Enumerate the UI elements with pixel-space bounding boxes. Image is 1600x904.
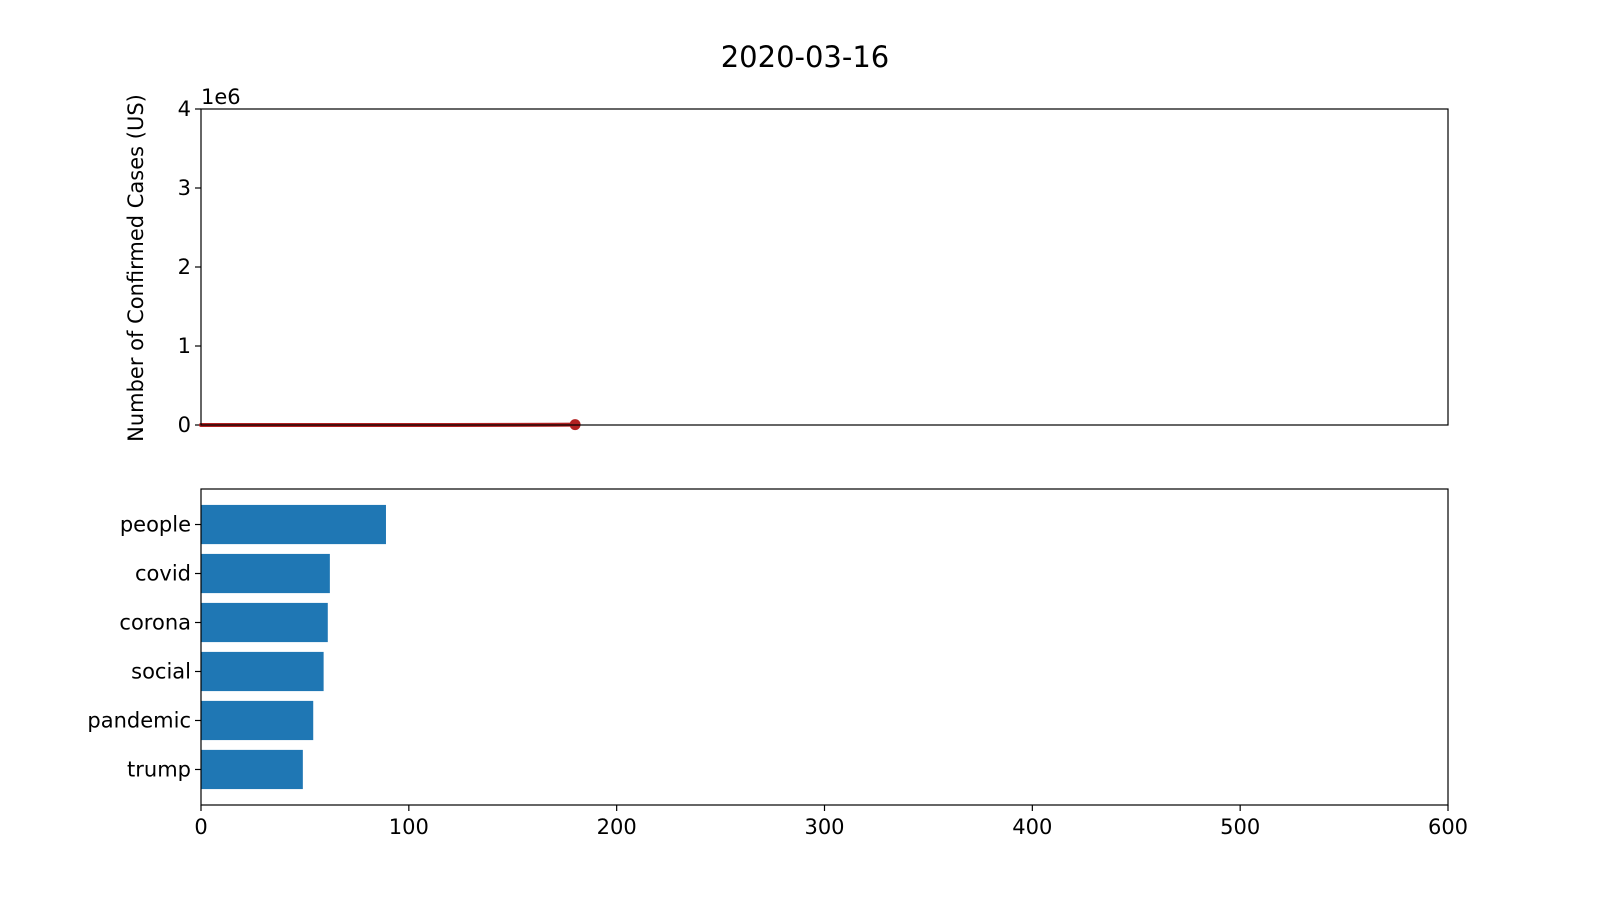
- bar-trump: [201, 750, 303, 789]
- plot-frame: [201, 489, 1448, 805]
- bar-social: [201, 652, 324, 691]
- x-tick-label: 400: [1012, 815, 1052, 839]
- y-tick-label: 3: [178, 176, 191, 200]
- figure-title: 2020-03-16: [721, 40, 890, 74]
- x-tick-label: 200: [597, 815, 637, 839]
- bar-people: [201, 505, 386, 544]
- x-tick-label: 500: [1220, 815, 1260, 839]
- y-tick-label: 1: [178, 334, 191, 358]
- x-tick-label: 600: [1428, 815, 1468, 839]
- x-tick-label: 0: [194, 815, 207, 839]
- category-label: corona: [119, 611, 191, 635]
- x-ticks: 0 100 200 300 400 500 600: [194, 805, 1468, 839]
- plot-frame: [201, 109, 1448, 425]
- bar-chart-panel: people covid corona social pandemic trump 0 10…: [87, 489, 1468, 839]
- y-axis-offset-text: 1e6: [201, 85, 241, 109]
- bar-covid: [201, 554, 330, 593]
- bar-pandemic: [201, 701, 313, 740]
- y-tick-label: 0: [178, 413, 191, 437]
- bar-corona: [201, 603, 328, 642]
- x-tick-label: 300: [804, 815, 844, 839]
- y-tick-label: 2: [178, 255, 191, 279]
- category-label: pandemic: [87, 708, 191, 732]
- y-tick-label: 4: [178, 97, 191, 121]
- y-ticks: 0 1 2 3 4: [178, 97, 201, 437]
- category-labels: people covid corona social pandemic trump: [87, 513, 201, 782]
- x-tick-label: 100: [389, 815, 429, 839]
- bars: [201, 505, 386, 789]
- line-chart-panel: Number of Confirmed Cases (US) 1e6 0 1 2 3 4: [124, 85, 1448, 442]
- y-axis-label: Number of Confirmed Cases (US): [124, 94, 148, 442]
- category-label: people: [120, 513, 191, 537]
- category-label: covid: [135, 562, 191, 586]
- category-label: trump: [127, 757, 191, 781]
- category-label: social: [131, 659, 191, 683]
